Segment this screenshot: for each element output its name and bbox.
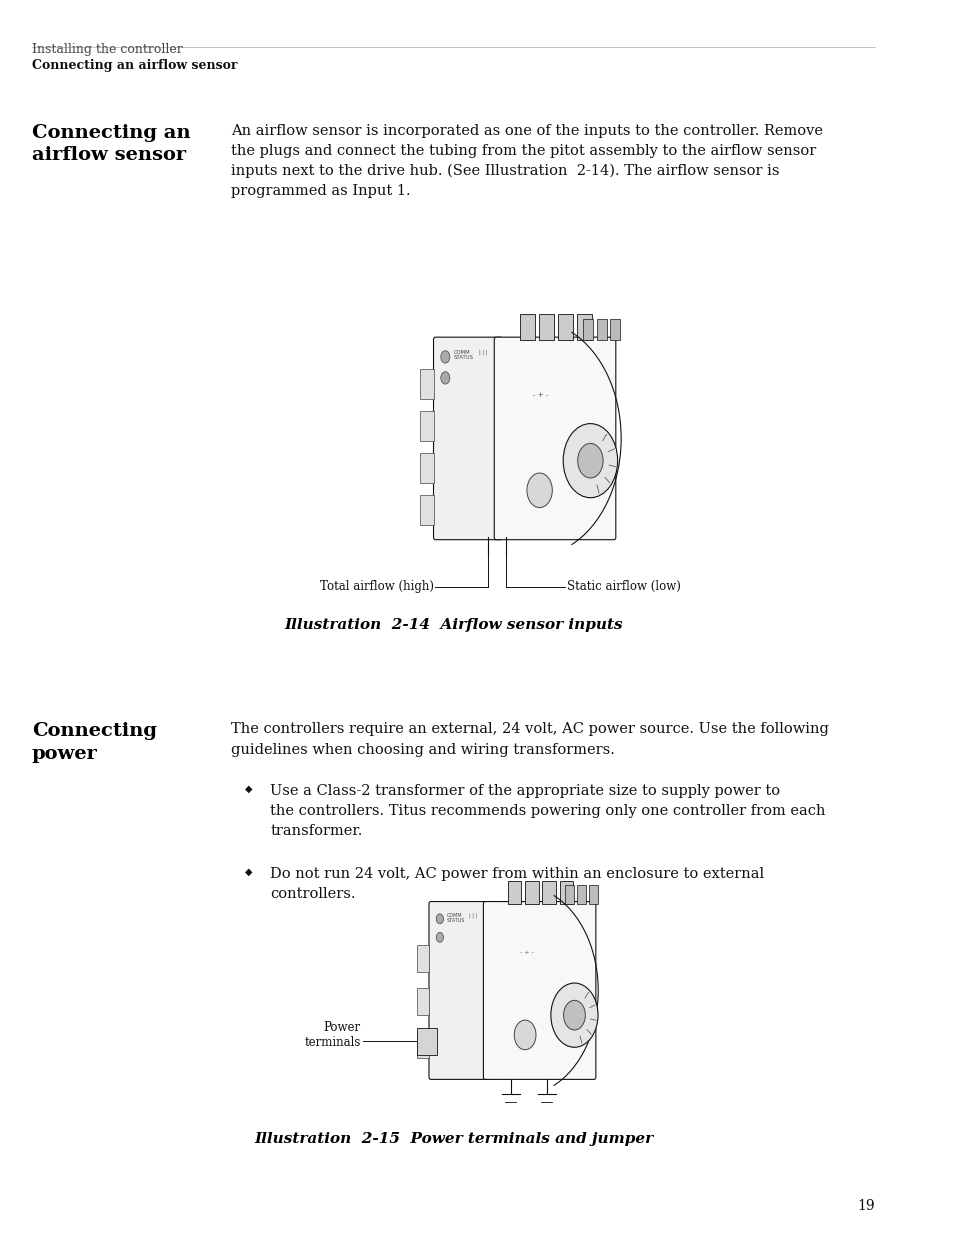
Circle shape: [526, 473, 552, 508]
Text: 19: 19: [857, 1199, 874, 1213]
Bar: [588, 885, 597, 904]
Bar: [582, 319, 593, 340]
Circle shape: [440, 351, 450, 363]
FancyBboxPatch shape: [494, 337, 616, 540]
Circle shape: [514, 1020, 536, 1050]
Text: - + -: - + -: [533, 391, 548, 398]
FancyBboxPatch shape: [433, 337, 502, 540]
Bar: [610, 319, 619, 340]
Bar: [419, 411, 433, 441]
Text: Connecting an airflow sensor: Connecting an airflow sensor: [31, 59, 237, 73]
Circle shape: [440, 372, 450, 384]
Text: Connecting an
airflow sensor: Connecting an airflow sensor: [31, 124, 191, 164]
Bar: [416, 1028, 436, 1055]
Bar: [519, 314, 535, 340]
Text: | | |: | | |: [468, 913, 476, 918]
Bar: [538, 314, 554, 340]
Text: The controllers require an external, 24 volt, AC power source. Use the following: The controllers require an external, 24 …: [231, 722, 828, 757]
Text: ◆: ◆: [245, 784, 253, 794]
Circle shape: [562, 424, 617, 498]
Text: | | |: | | |: [478, 350, 487, 354]
FancyBboxPatch shape: [429, 902, 491, 1079]
Bar: [416, 1031, 429, 1058]
Circle shape: [436, 932, 443, 942]
Text: - + -: - + -: [519, 950, 533, 955]
Text: Illustration  2-15  Power terminals and jumper: Illustration 2-15 Power terminals and ju…: [253, 1132, 653, 1146]
Bar: [542, 881, 556, 904]
Bar: [597, 319, 606, 340]
Circle shape: [436, 914, 443, 924]
Circle shape: [550, 983, 598, 1047]
Bar: [416, 988, 429, 1015]
Circle shape: [578, 443, 602, 478]
Text: An airflow sensor is incorporated as one of the inputs to the controller. Remove: An airflow sensor is incorporated as one…: [231, 124, 822, 199]
Text: COMM
STATUS: COMM STATUS: [453, 350, 473, 361]
Bar: [559, 881, 573, 904]
Bar: [419, 495, 433, 525]
Bar: [577, 314, 592, 340]
Text: Illustration  2-14  Airflow sensor inputs: Illustration 2-14 Airflow sensor inputs: [284, 618, 622, 631]
Text: COMM
STATUS: COMM STATUS: [447, 913, 465, 924]
Circle shape: [563, 1000, 585, 1030]
Text: Connecting
power: Connecting power: [31, 722, 156, 763]
Text: Do not run 24 volt, AC power from within an enclosure to external
controllers.: Do not run 24 volt, AC power from within…: [270, 867, 763, 902]
Text: Installing the controller: Installing the controller: [31, 43, 182, 57]
Bar: [507, 881, 521, 904]
Bar: [419, 369, 433, 399]
Text: Use a Class-2 transformer of the appropriate size to supply power to
the control: Use a Class-2 transformer of the appropr…: [270, 784, 825, 839]
Bar: [524, 881, 538, 904]
Text: Total airflow (high): Total airflow (high): [319, 580, 433, 593]
Bar: [416, 945, 429, 972]
Bar: [577, 885, 585, 904]
Bar: [564, 885, 574, 904]
Text: ◆: ◆: [245, 867, 253, 877]
FancyBboxPatch shape: [483, 902, 596, 1079]
Bar: [558, 314, 573, 340]
Text: Static airflow (low): Static airflow (low): [566, 580, 680, 593]
Text: Power
terminals: Power terminals: [304, 1021, 360, 1050]
Bar: [419, 453, 433, 483]
